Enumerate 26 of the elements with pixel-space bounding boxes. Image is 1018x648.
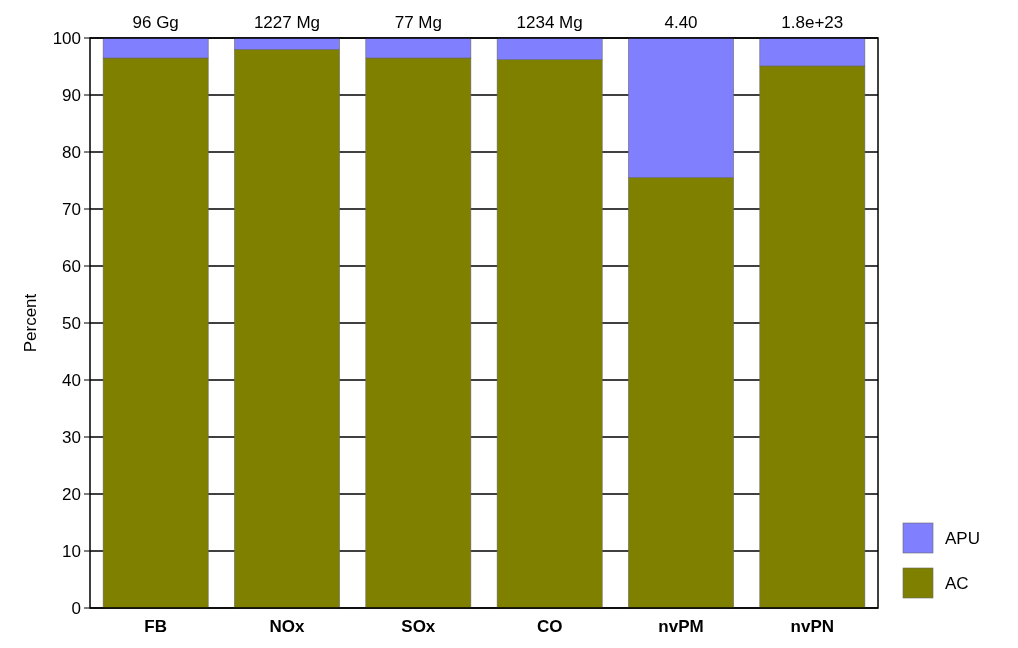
annotation: 96 Gg: [132, 13, 179, 32]
y-tick-label: 50: [62, 313, 81, 333]
annotation: 77 Mg: [394, 13, 442, 32]
y-tick-label: 20: [62, 484, 81, 504]
x-tick-label: SOx: [401, 617, 436, 636]
legend-label: APU: [945, 528, 980, 548]
y-tick-label: 0: [71, 598, 81, 618]
x-tick-label: CO: [536, 617, 563, 636]
y-tick-label: 40: [62, 370, 81, 390]
legend-label: AC: [945, 573, 969, 593]
y-tick-label: 80: [62, 142, 81, 162]
y-tick-label: 60: [62, 256, 81, 276]
y-tick-label: 30: [62, 427, 81, 447]
y-tick-label: 70: [62, 199, 81, 219]
y-tick-label: 90: [62, 85, 81, 105]
x-tick-label: nvPM: [658, 617, 704, 636]
annotation: 1227 Mg: [253, 13, 321, 32]
x-tick-label: FB: [144, 617, 167, 636]
annotation: 1234 Mg: [516, 13, 583, 32]
annotation: 4.40: [664, 13, 698, 32]
y-tick-label: 100: [52, 28, 81, 48]
y-tick-label: 10: [62, 541, 81, 561]
y-axis-title: Percent: [21, 293, 40, 353]
annotation: 1.8e+23: [781, 13, 844, 32]
x-tick-label: NOx: [269, 617, 306, 636]
x-tick-label: nvPN: [790, 617, 835, 636]
